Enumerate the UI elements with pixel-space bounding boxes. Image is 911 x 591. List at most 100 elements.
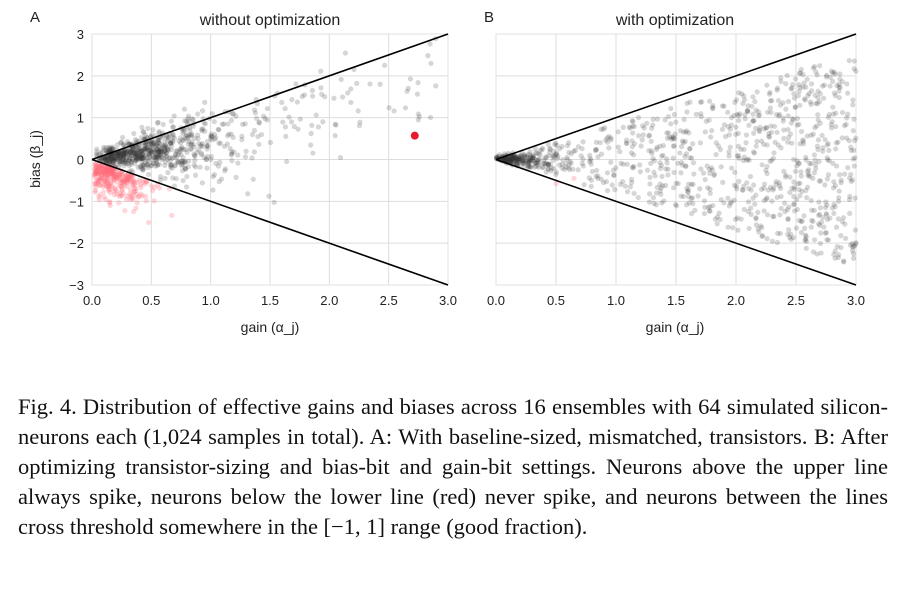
scatter-point <box>646 133 652 139</box>
scatter-point <box>817 222 823 228</box>
scatter-point-red <box>92 162 98 168</box>
scatter-point <box>202 121 209 127</box>
scatter-point <box>804 76 810 82</box>
x-tick-label: 1.0 <box>202 293 220 308</box>
scatter-point <box>139 159 145 165</box>
x-tick-label: 0.5 <box>547 293 565 308</box>
scatter-point <box>116 159 122 165</box>
scatter-point <box>215 126 221 133</box>
scatter-point <box>137 154 144 160</box>
scatter-point <box>517 153 523 160</box>
scatter-point <box>806 90 812 97</box>
scatter-point <box>604 170 611 176</box>
scatter-point <box>713 151 719 158</box>
scatter-point <box>736 112 742 118</box>
scatter-point <box>151 139 157 145</box>
scatter-point <box>267 139 274 146</box>
scatter-point <box>106 157 112 163</box>
scatter-point <box>140 129 146 135</box>
scatter-point-red <box>105 166 112 172</box>
scatter-point <box>594 167 600 174</box>
scatter-point <box>831 90 838 96</box>
scatter-point <box>136 147 143 153</box>
scatter-point <box>806 171 812 177</box>
scatter-point <box>181 137 187 143</box>
scatter-point <box>682 153 688 160</box>
scatter-point-red <box>114 174 120 180</box>
scatter-point <box>506 156 513 163</box>
scatter-point <box>640 132 646 138</box>
scatter-point <box>522 153 528 159</box>
scatter-point <box>751 150 758 156</box>
scatter-point <box>791 186 797 192</box>
scatter-point <box>819 132 825 139</box>
scatter-point <box>690 160 697 166</box>
scatter-point <box>740 187 746 193</box>
scatter-point <box>598 126 604 132</box>
scatter-point <box>107 153 113 159</box>
scatter-point <box>554 142 560 149</box>
scatter-point <box>151 154 157 160</box>
scatter-point <box>138 151 144 158</box>
scatter-point <box>736 178 742 184</box>
scatter-point <box>428 60 434 67</box>
scatter-point <box>811 207 817 214</box>
x-tick-label: 1.0 <box>607 293 625 308</box>
scatter-point <box>161 152 167 158</box>
scatter-point <box>539 147 545 153</box>
scatter-point <box>162 159 169 165</box>
scatter-point <box>539 164 546 170</box>
scatter-point <box>668 105 674 112</box>
scatter-point <box>216 127 222 133</box>
scatter-point <box>707 208 713 214</box>
scatter-point-red <box>133 192 139 198</box>
scatter-point <box>644 167 651 173</box>
scatter-point <box>164 156 170 163</box>
scatter-point <box>629 164 635 170</box>
scatter-point <box>129 147 135 154</box>
scatter-point <box>822 230 829 236</box>
scatter-point <box>153 156 159 162</box>
scatter-point-red <box>105 183 111 189</box>
scatter-point <box>543 155 549 161</box>
scatter-point <box>581 182 587 188</box>
scatter-point <box>211 118 217 125</box>
scatter-point <box>176 149 182 155</box>
scatter-point <box>129 156 135 162</box>
scatter-point <box>815 146 821 153</box>
scatter-point <box>640 123 646 129</box>
scatter-point <box>564 156 571 162</box>
scatter-point <box>824 237 830 243</box>
scatter-point <box>382 62 388 68</box>
scatter-point <box>788 120 795 126</box>
scatter-point-red <box>104 175 110 181</box>
scatter-point <box>685 186 692 193</box>
scatter-point <box>165 133 171 139</box>
scatter-point-red <box>96 164 102 170</box>
scatter-point <box>134 138 140 144</box>
scatter-point-red <box>98 170 104 176</box>
scatter-point <box>545 162 551 168</box>
scatter-point <box>516 155 522 162</box>
scatter-point-red <box>125 173 132 179</box>
scatter-point <box>504 157 510 163</box>
scatter-point <box>701 210 708 217</box>
scatter-point <box>841 258 847 264</box>
scatter-point <box>195 135 201 142</box>
scatter-point <box>830 70 836 76</box>
scatter-point <box>745 103 751 109</box>
scatter-point <box>722 133 729 140</box>
scatter-point <box>641 125 647 131</box>
x-tick-label: 3.0 <box>847 293 865 308</box>
scatter-point <box>711 171 718 177</box>
scatter-point-red <box>118 176 124 182</box>
scatter-point <box>124 153 130 160</box>
scatter-point <box>654 184 660 190</box>
scatter-point <box>769 157 775 163</box>
scatter-point <box>745 208 751 215</box>
scatter-point-red <box>109 169 116 175</box>
scatter-point <box>188 141 194 147</box>
scatter-point <box>816 99 823 105</box>
scatter-point-red <box>95 165 101 171</box>
scatter-point <box>804 133 810 139</box>
